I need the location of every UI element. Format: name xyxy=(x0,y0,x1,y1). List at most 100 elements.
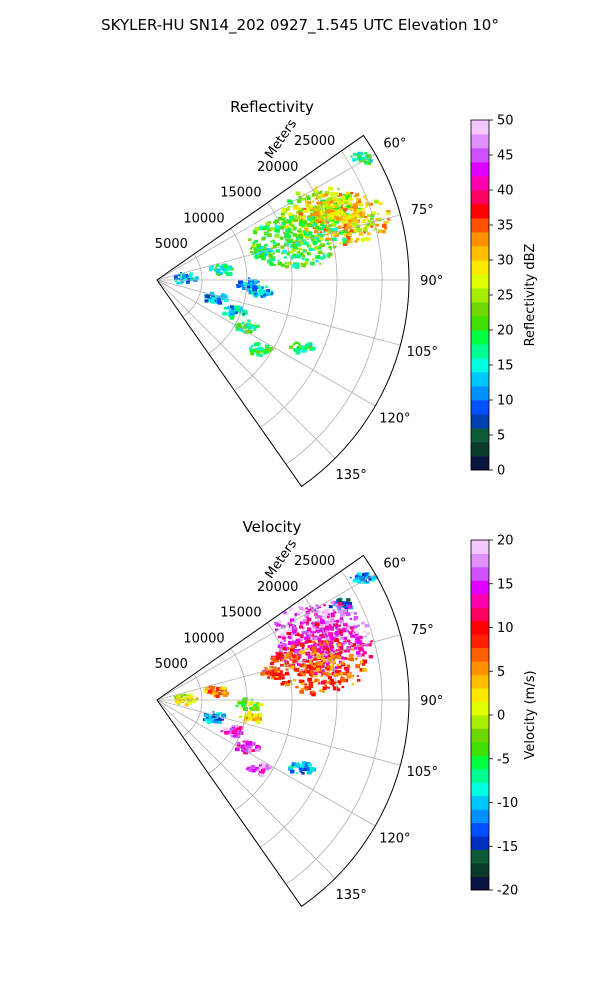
echo-gate xyxy=(304,665,308,668)
echo-gate xyxy=(221,713,226,718)
echo-gate xyxy=(276,676,281,680)
echo-gate xyxy=(335,210,340,214)
echo-gate xyxy=(356,224,360,227)
echo-gate xyxy=(293,348,299,353)
echo-gate xyxy=(303,767,308,771)
echo-gate xyxy=(280,641,283,644)
colorbar-tick-label: -20 xyxy=(497,884,518,899)
echo-gate xyxy=(297,200,302,203)
echo-gate xyxy=(220,685,223,688)
echo-gate xyxy=(222,311,227,315)
echo-gate xyxy=(350,634,355,638)
echo-gate xyxy=(329,622,334,626)
colorbar-tick-label: 0 xyxy=(497,709,505,724)
echo-gate xyxy=(215,267,218,269)
echo-gate xyxy=(344,205,347,208)
echo-gate xyxy=(254,256,257,259)
echo-gate xyxy=(328,668,333,672)
echo-gate xyxy=(293,679,297,682)
echo-gate xyxy=(333,647,337,651)
echo-gate xyxy=(322,642,325,645)
echo-gate xyxy=(292,619,297,624)
echo-gate xyxy=(178,281,182,284)
echo-gate xyxy=(247,319,251,323)
echo-gate xyxy=(269,671,275,675)
echo-gate xyxy=(311,258,315,261)
echo-gate xyxy=(279,673,285,678)
echo-gate xyxy=(302,671,306,674)
echo-gate xyxy=(259,771,262,773)
colorbar-tick-label: -10 xyxy=(497,796,518,811)
echo-gate xyxy=(289,665,294,670)
echo-gate xyxy=(317,631,321,634)
echo-gate xyxy=(297,611,301,615)
echo-gate xyxy=(336,217,341,221)
echo-gate xyxy=(331,664,334,666)
echo-gate xyxy=(323,604,326,607)
echo-gate xyxy=(353,229,356,232)
echo-gate xyxy=(254,344,257,347)
echo-gate xyxy=(271,292,274,294)
echo-gate xyxy=(292,214,297,219)
echo-gate xyxy=(385,212,390,216)
echo-gate xyxy=(342,218,345,221)
echo-gate xyxy=(276,655,281,659)
echo-gate xyxy=(297,217,300,220)
echo-gate xyxy=(335,633,339,636)
echo-gate xyxy=(322,648,326,651)
echo-gate xyxy=(324,609,330,614)
echo-gate xyxy=(327,255,330,258)
echo-gate xyxy=(240,707,243,710)
echo-gate xyxy=(290,770,295,774)
echo-gate xyxy=(288,205,291,208)
echo-gate xyxy=(310,205,314,208)
echo-gate xyxy=(357,228,362,233)
echo-gate xyxy=(277,644,283,649)
echo-gate xyxy=(195,276,199,280)
echo-gate xyxy=(350,191,354,195)
echo-gate xyxy=(357,152,361,155)
echo-gate xyxy=(289,765,294,769)
colorbar-band xyxy=(471,728,489,743)
echo-gate xyxy=(268,253,273,258)
echo-gate xyxy=(334,216,339,220)
echo-gate xyxy=(332,684,335,686)
echo-gate xyxy=(223,307,227,310)
echo-gate xyxy=(294,614,297,617)
colorbar-band xyxy=(471,634,489,649)
echo-gate xyxy=(348,631,353,635)
azimuth-tick-label: 60° xyxy=(383,557,406,572)
echo-gate xyxy=(314,613,318,616)
echo-gate xyxy=(280,663,284,667)
echo-gate xyxy=(300,682,305,686)
echo-gate xyxy=(178,694,181,697)
range-ring xyxy=(208,228,248,355)
echo-gate xyxy=(300,239,303,242)
echo-gate xyxy=(232,305,237,309)
echo-gate xyxy=(318,606,321,609)
echo-gate xyxy=(294,227,297,230)
echo-gate xyxy=(275,234,280,238)
echo-gate xyxy=(242,281,248,286)
echo-gate xyxy=(317,640,321,643)
colorbar-band xyxy=(471,400,489,415)
echo-gate xyxy=(183,278,188,281)
echo-gate xyxy=(318,610,322,613)
echo-gate xyxy=(238,322,241,325)
echo-gate xyxy=(347,657,351,661)
echo-gate xyxy=(338,670,342,673)
echo-gate xyxy=(341,204,344,206)
echo-gate xyxy=(250,324,254,327)
echo-gate xyxy=(268,251,272,254)
echo-gate xyxy=(335,192,339,196)
echo-gate xyxy=(329,238,333,241)
echo-gate xyxy=(317,638,322,641)
echo-gate xyxy=(243,745,249,750)
echo-gate xyxy=(311,235,314,237)
echo-gate xyxy=(265,285,268,288)
echo-gate xyxy=(339,683,342,685)
echo-gate xyxy=(236,724,239,727)
range-tick-label: 10000 xyxy=(183,211,224,226)
echo-gate xyxy=(311,627,316,631)
echo-gate xyxy=(327,229,332,234)
